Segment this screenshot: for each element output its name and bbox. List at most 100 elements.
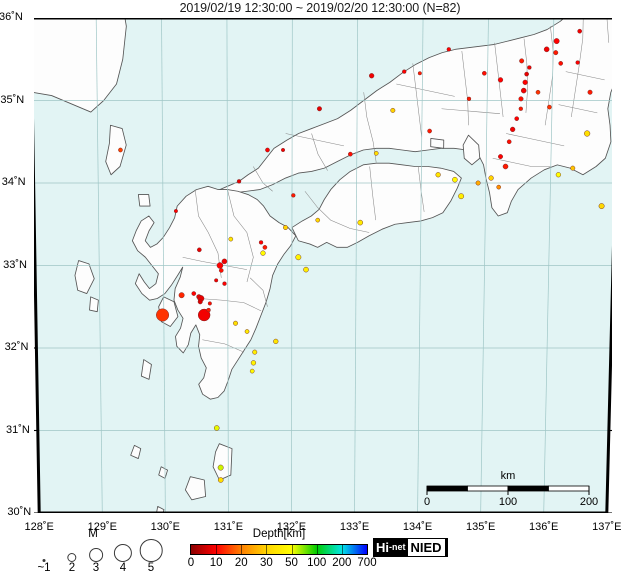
depth-legend: Depth[km] 0 10 20 30 50 100 200 700: [186, 528, 377, 576]
map-plot[interactable]: km: [34, 18, 612, 513]
magnitude-legend-title: M: [88, 528, 98, 540]
epicenter-markers: [118, 28, 605, 483]
epicenter-marker: [519, 58, 525, 64]
logo-nied-text: NIED: [407, 539, 445, 556]
epicenter-marker: [498, 154, 503, 160]
epicenter-marker: [402, 69, 407, 74]
epicenter-marker: [213, 425, 220, 431]
depth-colorbar-labels: 0 10 20 30 50 100 200 700: [186, 557, 377, 571]
lon-tick-label: 128˚E: [24, 521, 54, 533]
magnitude-symbol: [42, 559, 46, 562]
epicenter-marker: [273, 338, 279, 345]
epicenter-marker: [221, 258, 228, 265]
epicenter-marker: [283, 225, 288, 231]
lon-tick-label: 136˚E: [529, 521, 559, 533]
epicenter-marker: [252, 349, 258, 355]
depth-colorbar: [190, 544, 368, 555]
epicenter-marker: [295, 254, 302, 261]
magnitude-symbol-label: ~1: [37, 562, 51, 574]
epicenter-marker: [258, 240, 264, 245]
epicenter-marker: [197, 299, 203, 305]
magnitude-symbol: [113, 543, 133, 562]
logo-net-text: -net: [389, 542, 406, 552]
depth-tick-label: 50: [285, 557, 298, 569]
epicenter-marker: [518, 106, 523, 111]
lon-tick-label: 133˚E: [339, 521, 370, 533]
lon-tick-label: 130˚E: [150, 521, 180, 533]
epicenter-marker: [570, 165, 576, 171]
lat-tick-label: 32˚N: [4, 341, 29, 353]
epicenter-marker: [510, 126, 516, 132]
epicenter-marker: [496, 184, 502, 190]
epicenter-marker: [553, 50, 559, 56]
depth-legend-title: Depth[km]: [252, 528, 306, 540]
scale-bar-unit-label: km: [500, 470, 516, 482]
magnitude-symbol-labels: ~1 2 3 4 5: [28, 562, 158, 576]
epicenter-marker: [558, 61, 564, 66]
magnitude-symbol-label: 5: [147, 562, 155, 574]
epicenter-marker: [587, 89, 593, 95]
epicenter-marker: [218, 268, 224, 273]
lon-tick-label: 135˚E: [465, 521, 496, 533]
depth-tick-label: 10: [209, 557, 223, 569]
logo-hi-text: Hi: [376, 540, 389, 555]
epicenter-marker: [228, 236, 234, 242]
epicenter-marker: [446, 47, 451, 52]
epicenter-marker: [598, 203, 605, 210]
magnitude-symbol-label: 4: [119, 562, 127, 574]
epicenter-marker: [222, 281, 227, 286]
lon-tick-label: 134˚E: [402, 521, 433, 533]
epicenter-marker: [458, 193, 465, 200]
epicenter-marker: [518, 96, 524, 102]
epicenter-marker: [373, 150, 379, 156]
epicenter-marker: [475, 180, 481, 186]
epicenter-marker: [206, 307, 211, 313]
epicenter-marker: [291, 193, 296, 198]
scale-bar-tick-label: 0: [423, 496, 431, 508]
epicenter-marker: [488, 175, 494, 181]
epicenter-marker: [369, 73, 375, 79]
epicenter-marker: [173, 209, 178, 214]
epicenter-marker: [584, 130, 591, 137]
depth-tick-label: 100: [307, 557, 327, 569]
epicenter-marker: [236, 179, 242, 184]
epicenter-marker: [524, 71, 529, 77]
depth-colorbar-gradient: [191, 545, 367, 554]
epicenter-marker: [452, 176, 458, 183]
lat-tick-label: 34˚N: [1, 176, 26, 188]
magnitude-symbol-label: 2: [68, 562, 76, 574]
epicenter-marker: [316, 106, 322, 112]
epicenter-marker: [260, 250, 266, 256]
epicenter-marker: [497, 77, 504, 83]
scale-bar: [426, 485, 590, 495]
magnitude-legend: M ~1 2 3 4 5: [28, 528, 163, 576]
epicenter-marker: [303, 266, 309, 273]
epicenter-marker: [466, 96, 472, 102]
epicenter-marker: [535, 89, 541, 95]
epicenter-marker: [118, 147, 123, 153]
epicenter-marker: [156, 308, 170, 322]
epicenter-marker: [502, 163, 509, 170]
hinet-nied-logo: Hi -net NIED: [373, 538, 448, 557]
epicenter-marker: [357, 219, 364, 226]
epicenter-marker: [217, 477, 224, 483]
epicenter-marker: [482, 70, 487, 76]
lat-tick-label: 35˚N: [0, 93, 25, 106]
epicenter-marker: [217, 464, 224, 471]
map-canvas[interactable]: [34, 18, 612, 513]
depth-tick-label: 200: [332, 557, 352, 569]
epicenter-marker: [207, 301, 212, 306]
epicenter-marker: [197, 308, 211, 322]
epicenter-marker: [262, 245, 268, 250]
magnitude-symbol: [139, 539, 163, 562]
epicenter-marker: [197, 247, 202, 253]
lon-tick-label: 129˚E: [87, 521, 117, 533]
epicenter-marker: [191, 291, 197, 296]
epicenter-marker: [520, 87, 527, 94]
epicenter-marker: [265, 147, 270, 153]
depth-tick-label: 700: [357, 557, 377, 569]
epicenter-marker: [281, 148, 286, 152]
lon-tick-label: 137˚E: [592, 521, 622, 533]
epicenter-marker: [244, 329, 250, 334]
